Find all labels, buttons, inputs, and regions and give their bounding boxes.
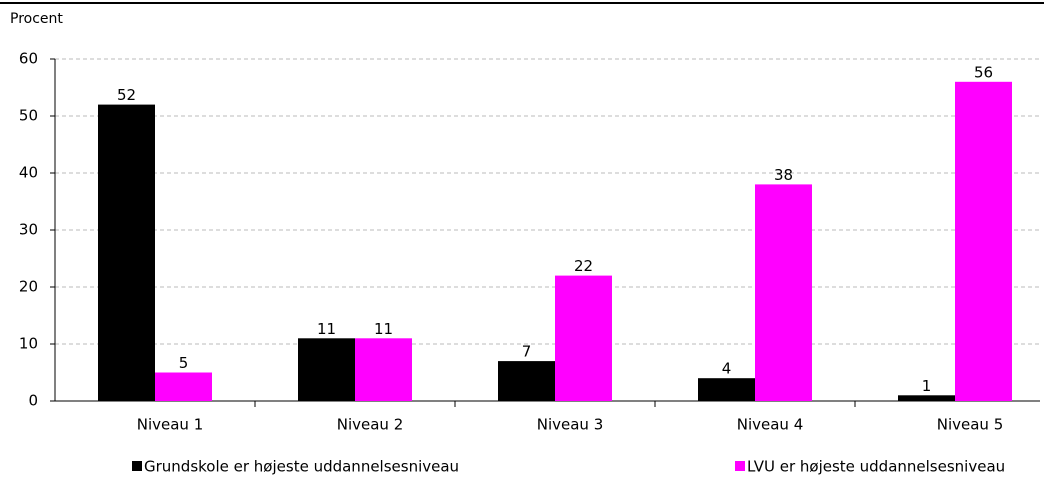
x-tick-label: Niveau 1 (137, 416, 204, 434)
bar (98, 104, 155, 401)
y-tick-label: 10 (19, 335, 38, 353)
x-tick-label: Niveau 4 (737, 416, 804, 434)
legend-swatch (735, 461, 745, 471)
value-label: 11 (374, 320, 393, 338)
x-tick-label: Niveau 2 (337, 416, 404, 434)
bar (898, 395, 955, 401)
y-tick-label: 60 (19, 50, 38, 68)
value-label: 22 (574, 257, 593, 275)
bar (355, 338, 412, 401)
legend-swatch (132, 461, 142, 471)
legend-label: LVU er højeste uddannelsesniveau (747, 458, 1005, 476)
bar (755, 184, 812, 401)
y-tick-label: 40 (19, 164, 38, 182)
value-label: 56 (974, 63, 993, 81)
bar (698, 378, 755, 401)
bar (555, 275, 612, 401)
y-tick-label: 0 (28, 392, 38, 410)
y-tick-label: 30 (19, 221, 38, 239)
x-tick-label: Niveau 5 (937, 416, 1004, 434)
value-label: 4 (722, 360, 732, 378)
y-tick-label: 50 (19, 107, 38, 125)
value-label: 38 (774, 166, 793, 184)
x-tick-label: Niveau 3 (537, 416, 604, 434)
bar (298, 338, 355, 401)
value-label: 5 (179, 354, 189, 372)
y-axis-label: Procent (10, 11, 63, 27)
value-label: 1 (922, 377, 932, 395)
bar (155, 372, 212, 401)
bar (498, 361, 555, 401)
y-tick-label: 20 (19, 278, 38, 296)
value-label: 52 (117, 86, 136, 104)
legend-label: Grundskole er højeste uddannelsesniveau (144, 458, 459, 476)
value-label: 7 (522, 343, 532, 361)
bar (955, 81, 1012, 402)
value-label: 11 (317, 320, 336, 338)
